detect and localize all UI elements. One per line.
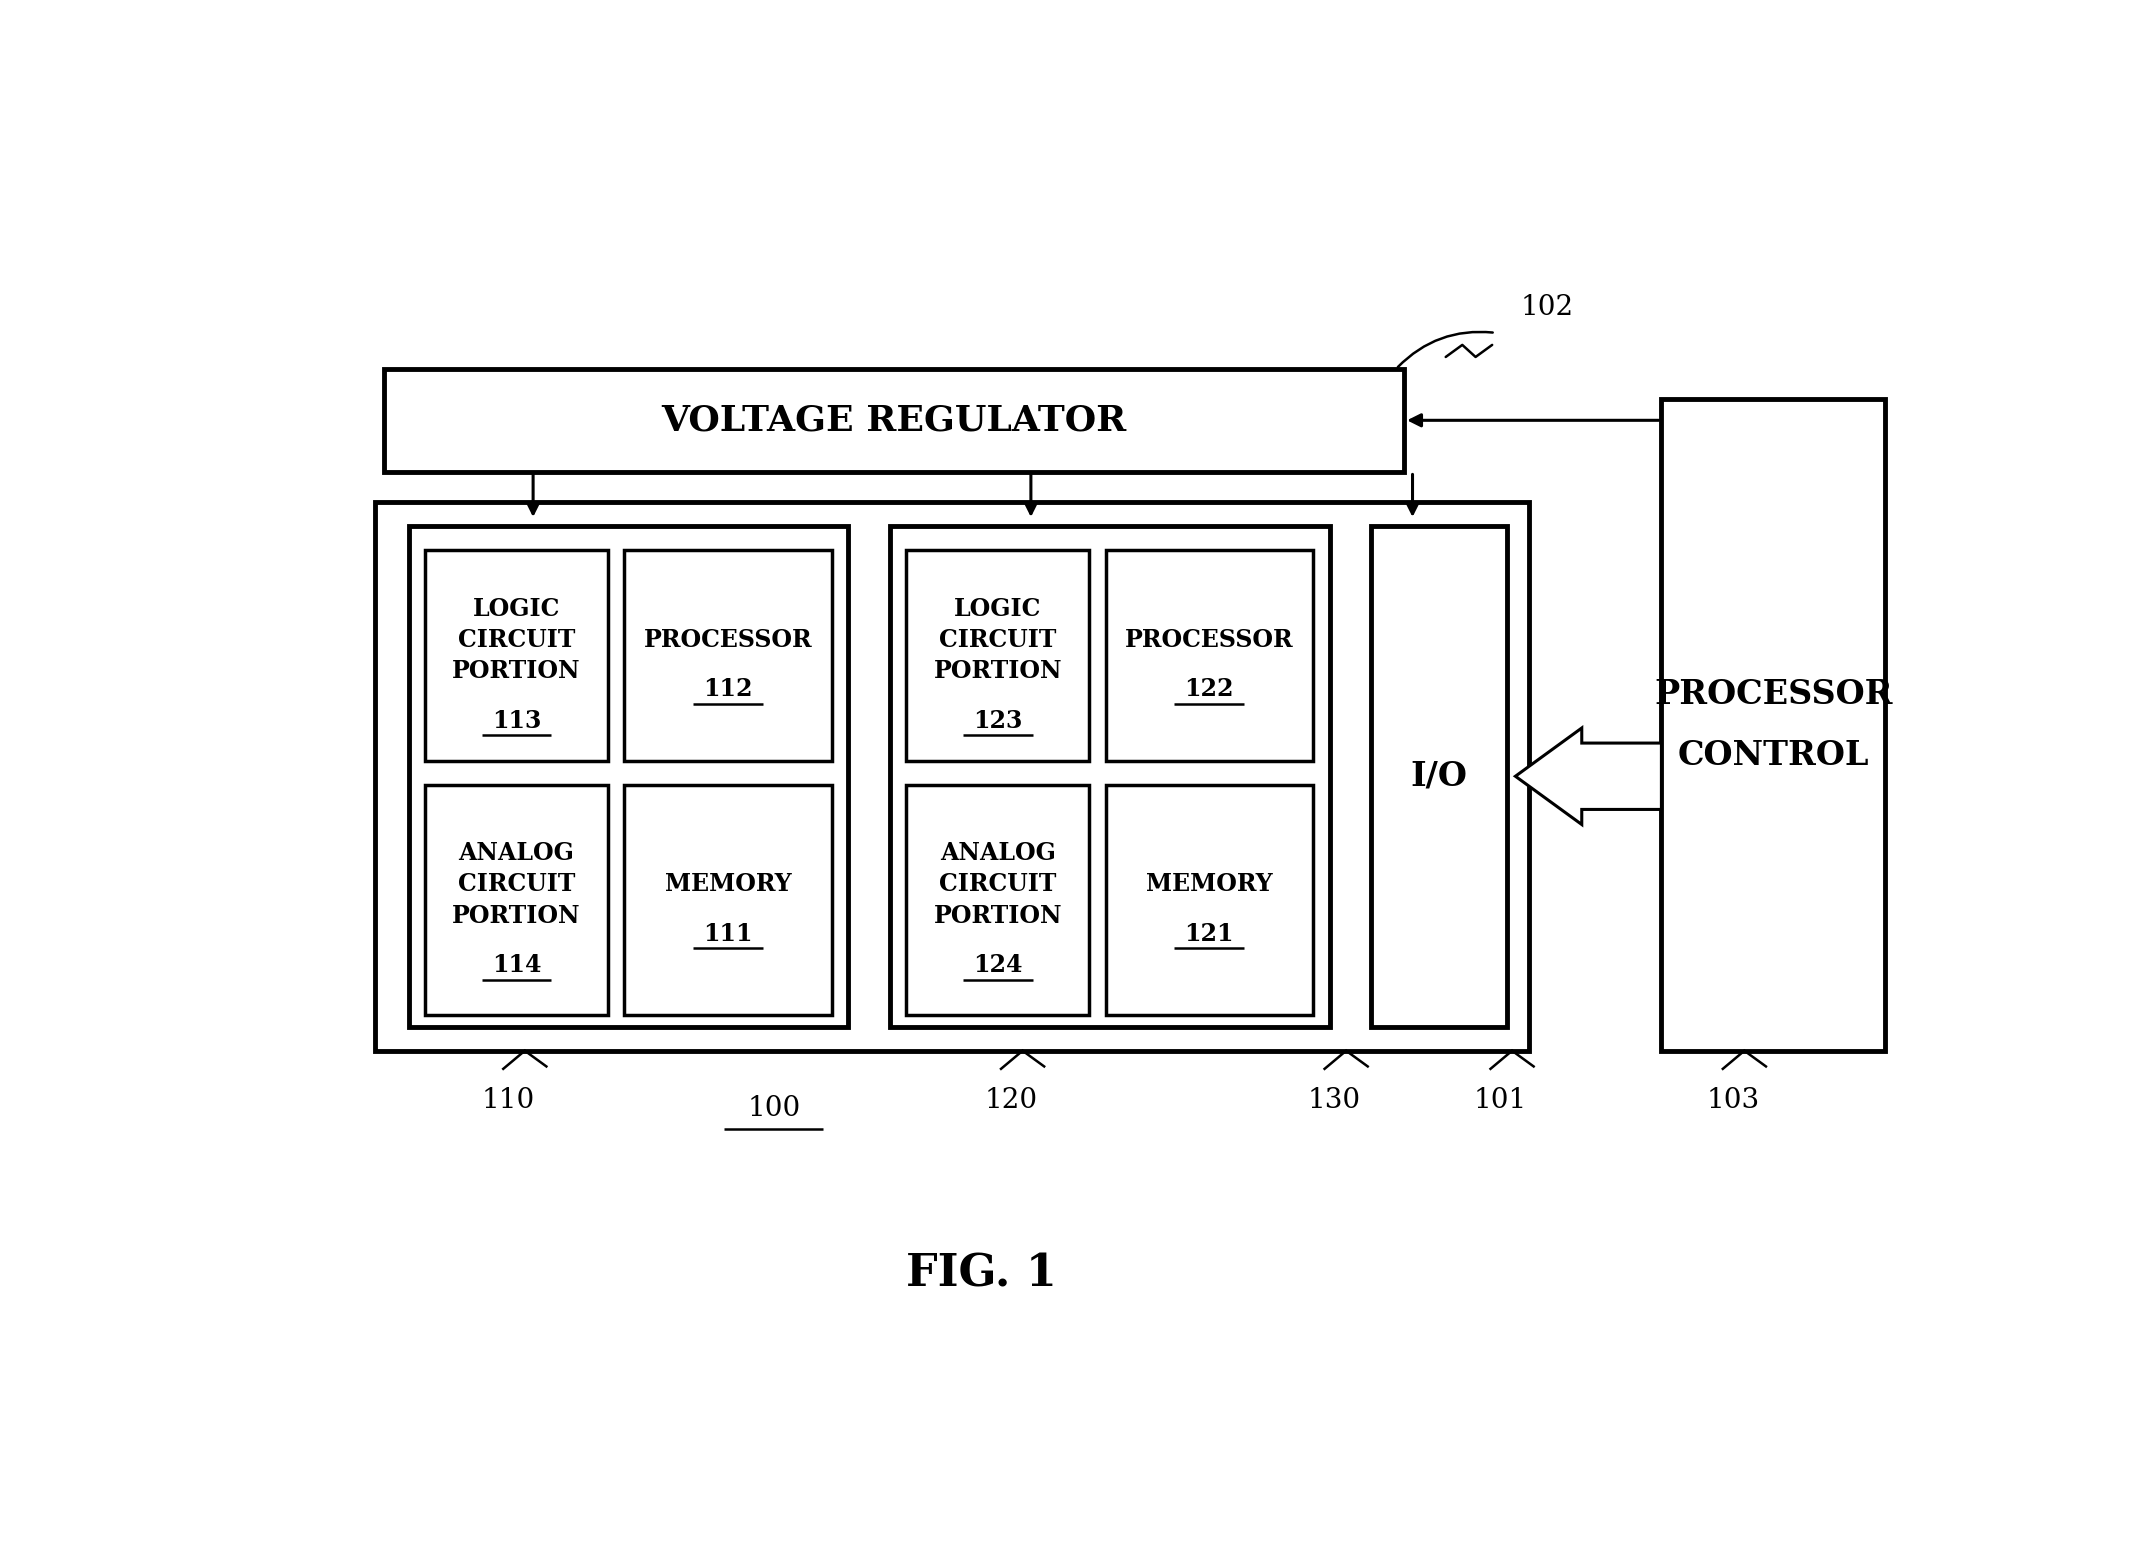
Text: CIRCUIT: CIRCUIT [940, 873, 1056, 896]
Text: MEMORY: MEMORY [664, 873, 792, 896]
Text: 122: 122 [1184, 677, 1233, 702]
Bar [426, 785, 608, 1014]
Text: 111: 111 [704, 921, 754, 945]
Bar [1370, 527, 1507, 1026]
Text: PORTION: PORTION [452, 904, 580, 928]
Bar [906, 785, 1090, 1014]
Text: PORTION: PORTION [933, 660, 1062, 683]
Text: CIRCUIT: CIRCUIT [458, 873, 576, 896]
Text: ANALOG: ANALOG [458, 841, 574, 865]
Text: PROCESSOR: PROCESSOR [644, 628, 811, 652]
Bar [375, 501, 1529, 1051]
Bar [1105, 550, 1312, 762]
Bar [1661, 400, 1886, 1051]
Text: 103: 103 [1706, 1087, 1760, 1114]
Bar [906, 550, 1090, 762]
Bar [625, 550, 831, 762]
Text: I/O: I/O [1411, 760, 1467, 793]
Text: 123: 123 [972, 708, 1023, 733]
Text: 110: 110 [482, 1087, 535, 1114]
Bar [625, 785, 831, 1014]
Text: 130: 130 [1308, 1087, 1362, 1114]
Text: LOGIC: LOGIC [473, 597, 561, 621]
Text: 100: 100 [747, 1095, 801, 1122]
Text: 120: 120 [985, 1087, 1038, 1114]
Text: 114: 114 [492, 953, 542, 976]
Text: FIG. 1: FIG. 1 [906, 1252, 1056, 1296]
Text: PROCESSOR: PROCESSOR [1655, 679, 1893, 711]
Text: PORTION: PORTION [452, 660, 580, 683]
Text: 121: 121 [1184, 921, 1233, 945]
Text: 102: 102 [1520, 293, 1574, 321]
Text: VOLTAGE REGULATOR: VOLTAGE REGULATOR [662, 403, 1126, 437]
Text: MEMORY: MEMORY [1145, 873, 1272, 896]
Bar [383, 368, 1404, 472]
Bar [891, 527, 1330, 1026]
Text: CONTROL: CONTROL [1679, 738, 1869, 771]
Text: PROCESSOR: PROCESSOR [1124, 628, 1293, 652]
Text: ANALOG: ANALOG [940, 841, 1056, 865]
Text: CIRCUIT: CIRCUIT [458, 628, 576, 652]
Text: PORTION: PORTION [933, 904, 1062, 928]
Text: CIRCUIT: CIRCUIT [940, 628, 1056, 652]
Bar [426, 550, 608, 762]
Bar [409, 527, 848, 1026]
Text: 113: 113 [492, 708, 542, 733]
Text: 124: 124 [972, 953, 1023, 976]
Text: 101: 101 [1473, 1087, 1527, 1114]
Text: 112: 112 [704, 677, 754, 702]
Bar [1105, 785, 1312, 1014]
Polygon shape [1516, 729, 1661, 824]
Text: LOGIC: LOGIC [955, 597, 1041, 621]
